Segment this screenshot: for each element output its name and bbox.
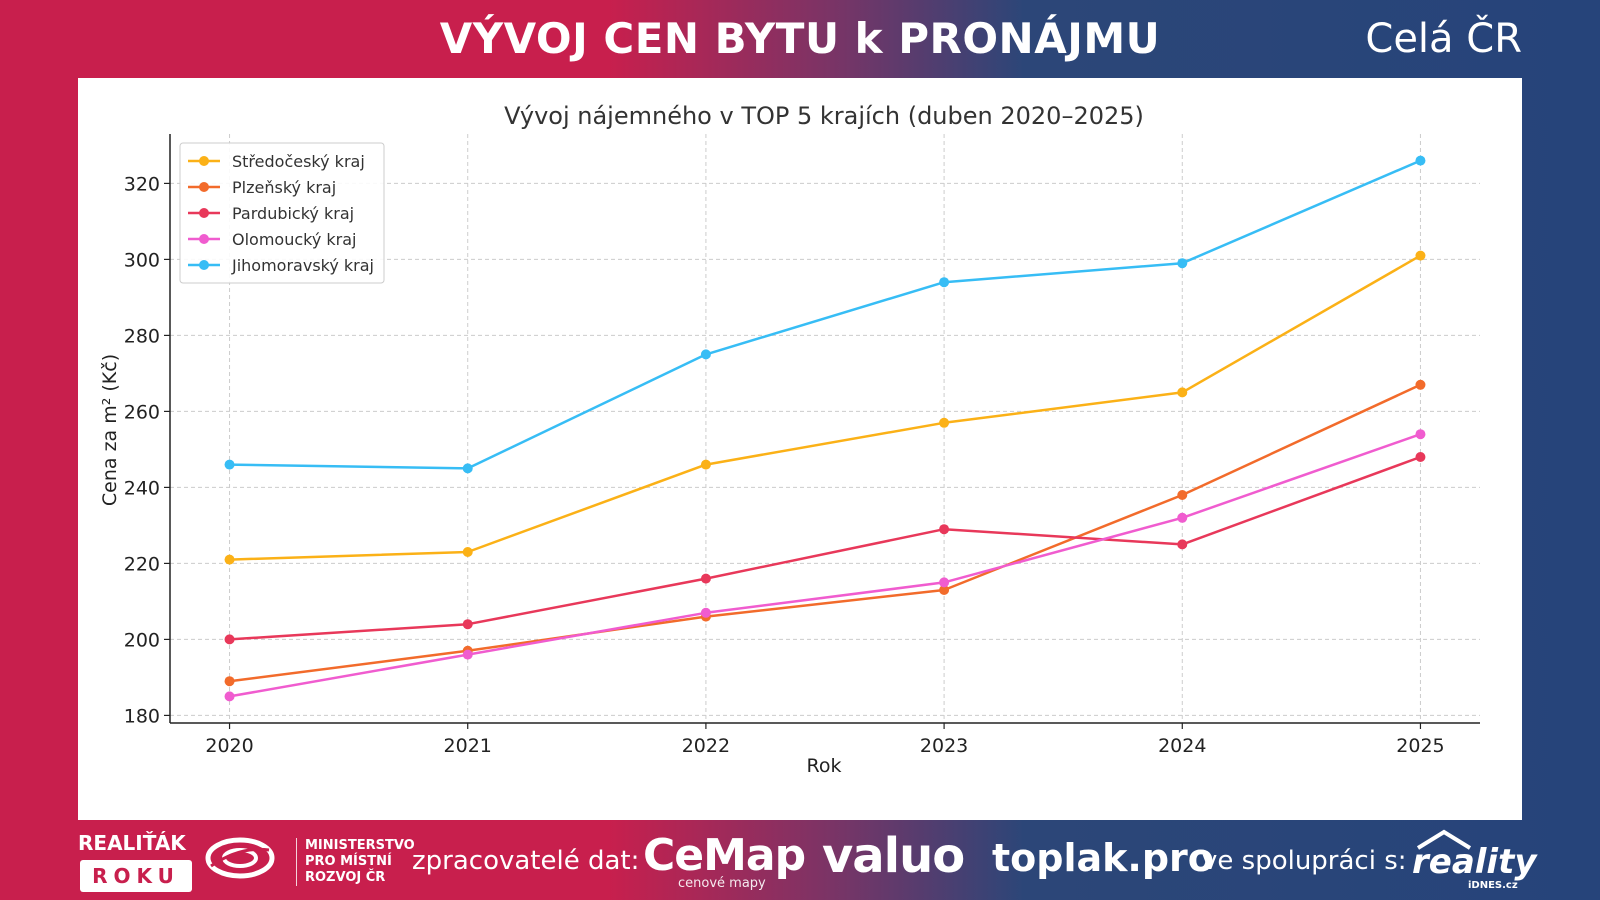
legend-swatch-marker [199,156,209,166]
data-point [462,547,473,557]
data-point [462,463,473,474]
data-point [224,676,235,687]
x-tick-label: 2020 [205,735,253,757]
ministry-line-1: MINISTERSTVO [305,838,415,853]
data-point [1177,512,1188,523]
cemap-logo: CeMap [643,830,806,881]
data-point [224,634,235,645]
reality-logo: reality [1412,842,1537,882]
data-point [700,607,711,618]
data-point [1415,155,1426,166]
data-point [700,573,711,584]
data-point [939,524,950,535]
y-tick-label: 260 [124,401,160,423]
series-line-3 [229,433,1421,698]
y-tick-label: 220 [124,553,160,575]
data-point [939,277,950,288]
chart-title: Vývoj nájemného v TOP 5 krajích (duben 2… [504,102,1144,130]
series-line-2 [229,455,1421,641]
data-point [224,554,235,565]
x-tick-label: 2023 [920,735,968,757]
legend-swatch-marker [199,182,209,192]
x-tick-label: 2024 [1158,735,1206,757]
region-label: Celá ČR [1365,16,1522,62]
data-point [1177,387,1188,398]
y-tick-label: 200 [124,629,160,651]
data-point [1415,379,1426,390]
y-tick-label: 240 [124,477,160,499]
series-points [224,155,1426,702]
data-point [1415,250,1426,261]
valuo-logo: valuo [822,828,965,884]
line-chart: Vývoj nájemného v TOP 5 krajích (duben 2… [99,102,1480,777]
cemap-subtitle: cenové mapy [678,876,766,891]
legend-label: Olomoucký kraj [232,230,356,249]
data-point [1415,429,1426,440]
legend-label: Jihomoravský kraj [231,256,374,275]
data-point [462,649,473,660]
y-tick-label: 180 [124,705,160,727]
data-point [1415,452,1426,462]
processors-label: zpracovatelé dat: [412,846,640,876]
legend-label: Plzeňský kraj [232,178,336,197]
series-line-1 [229,383,1421,683]
data-point [462,619,473,630]
x-axis-label: Rok [807,755,842,777]
legend-swatch-marker [199,208,209,218]
y-tick-label: 280 [124,325,160,347]
x-tick-label: 2021 [444,735,492,757]
data-point [1177,258,1188,269]
data-point [224,459,235,470]
toplak-logo: toplak.pro [992,836,1214,880]
data-point [939,417,950,428]
data-point [939,577,950,588]
y-axis-label: Cena za m² (Kč) [99,354,121,506]
legend-label: Středočeský kraj [232,152,365,171]
footer: REALIŤÁK ROKU MINISTERSTVO PRO MÍSTNÍ RO… [0,822,1600,900]
ministry-line-2: PRO MÍSTNÍ [305,854,392,869]
y-tick-label: 300 [124,249,160,271]
collaboration-label: ve spolupráci s: [1202,846,1407,876]
x-tick-label: 2025 [1396,735,1444,757]
reality-subtitle: iDNES.cz [1468,880,1518,891]
legend-box [179,142,385,284]
data-point [224,691,235,702]
legend-swatch-marker [199,234,209,244]
ministry-logo-icon [205,837,275,879]
data-point [939,585,950,595]
ministry-line-3: ROZVOJ ČR [305,870,386,885]
series-lines [229,159,1422,698]
chart-panel: Vývoj nájemného v TOP 5 krajích (duben 2… [78,78,1522,820]
axes: 180 200 220 240 260 280 300 320 2020 2021 2022 2023… [124,134,1480,757]
page-title: VÝVOJ CEN BYTU k PRONÁJMU [439,14,1161,63]
legend: Středočeský kraj Plzeňský kraj Pardubický … [179,142,385,284]
x-tick-label: 2022 [682,735,730,757]
data-point [1177,490,1188,500]
legend-swatch-marker [199,260,209,270]
series-line-0 [229,254,1422,561]
series-line-4 [229,159,1421,470]
reality-roof-icon [1416,829,1472,850]
legend-label: Pardubický kraj [232,204,354,223]
roku-badge: ROKU [80,860,192,892]
data-point [700,349,711,360]
y-tick-label: 320 [124,173,160,195]
realitak-logo-text: REALIŤÁK [78,831,186,855]
data-point [1177,539,1188,550]
data-point [700,459,711,470]
ministry-text: MINISTERSTVO PRO MÍSTNÍ ROZVOJ ČR [296,838,415,886]
